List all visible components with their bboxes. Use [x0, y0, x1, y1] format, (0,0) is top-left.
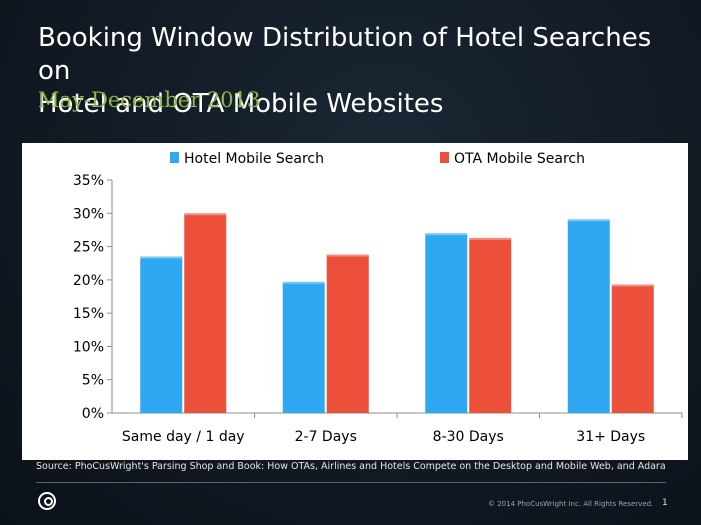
- phocuswright-logo-icon: [38, 492, 56, 510]
- legend-label: Hotel Mobile Search: [184, 151, 324, 167]
- y-tick-label: 0%: [82, 406, 104, 422]
- bar-highlight: [184, 213, 227, 216]
- page-number: 1: [662, 498, 668, 508]
- y-tick-label: 30%: [73, 206, 104, 222]
- slide-subtitle: May-December 2013: [38, 88, 261, 112]
- copyright-text: © 2014 PhoCusWright Inc. All Rights Rese…: [488, 500, 654, 508]
- bar: [611, 284, 654, 413]
- bar: [425, 233, 468, 413]
- x-tick-label: 2-7 Days: [295, 429, 357, 445]
- x-tick-label: 8-30 Days: [433, 429, 504, 445]
- bar: [184, 213, 227, 413]
- bar-highlight: [425, 233, 468, 236]
- x-tick-label: Same day / 1 day: [122, 429, 245, 445]
- y-tick-label: 25%: [73, 240, 104, 256]
- chart-panel: 0% 5% 10% 15% 20% 25% 30% 35% Same day / 1 day 2-…: [22, 143, 688, 460]
- source-note: Source: PhoCusWright's Parsing Shop and …: [36, 461, 666, 472]
- footer-divider: [36, 482, 666, 483]
- bar-chart: 0% 5% 10% 15% 20% 25% 30% 35% Same day / 1 day 2-…: [73, 151, 683, 445]
- bar: [469, 237, 512, 413]
- bar-highlight: [567, 219, 610, 222]
- bar: [326, 254, 369, 413]
- bar-highlight: [140, 256, 183, 259]
- legend-swatch: [170, 152, 179, 163]
- bar-highlight: [282, 281, 325, 284]
- bar: [140, 256, 183, 413]
- bar-highlight: [326, 254, 369, 257]
- x-tick-label: 31+ Days: [576, 429, 645, 445]
- slide-title: Booking Window Distribution of Hotel Sea…: [38, 23, 652, 119]
- bar: [282, 281, 325, 413]
- legend-swatch: [440, 152, 449, 163]
- y-tick-label: 20%: [73, 273, 104, 289]
- bar-highlight: [611, 284, 654, 287]
- y-tick-label: 5%: [82, 373, 104, 389]
- y-tick-label: 15%: [73, 306, 104, 322]
- bar: [567, 219, 610, 413]
- y-tick-label: 10%: [73, 339, 104, 355]
- legend-label: OTA Mobile Search: [454, 151, 585, 167]
- bar-highlight: [469, 237, 512, 240]
- y-tick-label: 35%: [73, 173, 104, 189]
